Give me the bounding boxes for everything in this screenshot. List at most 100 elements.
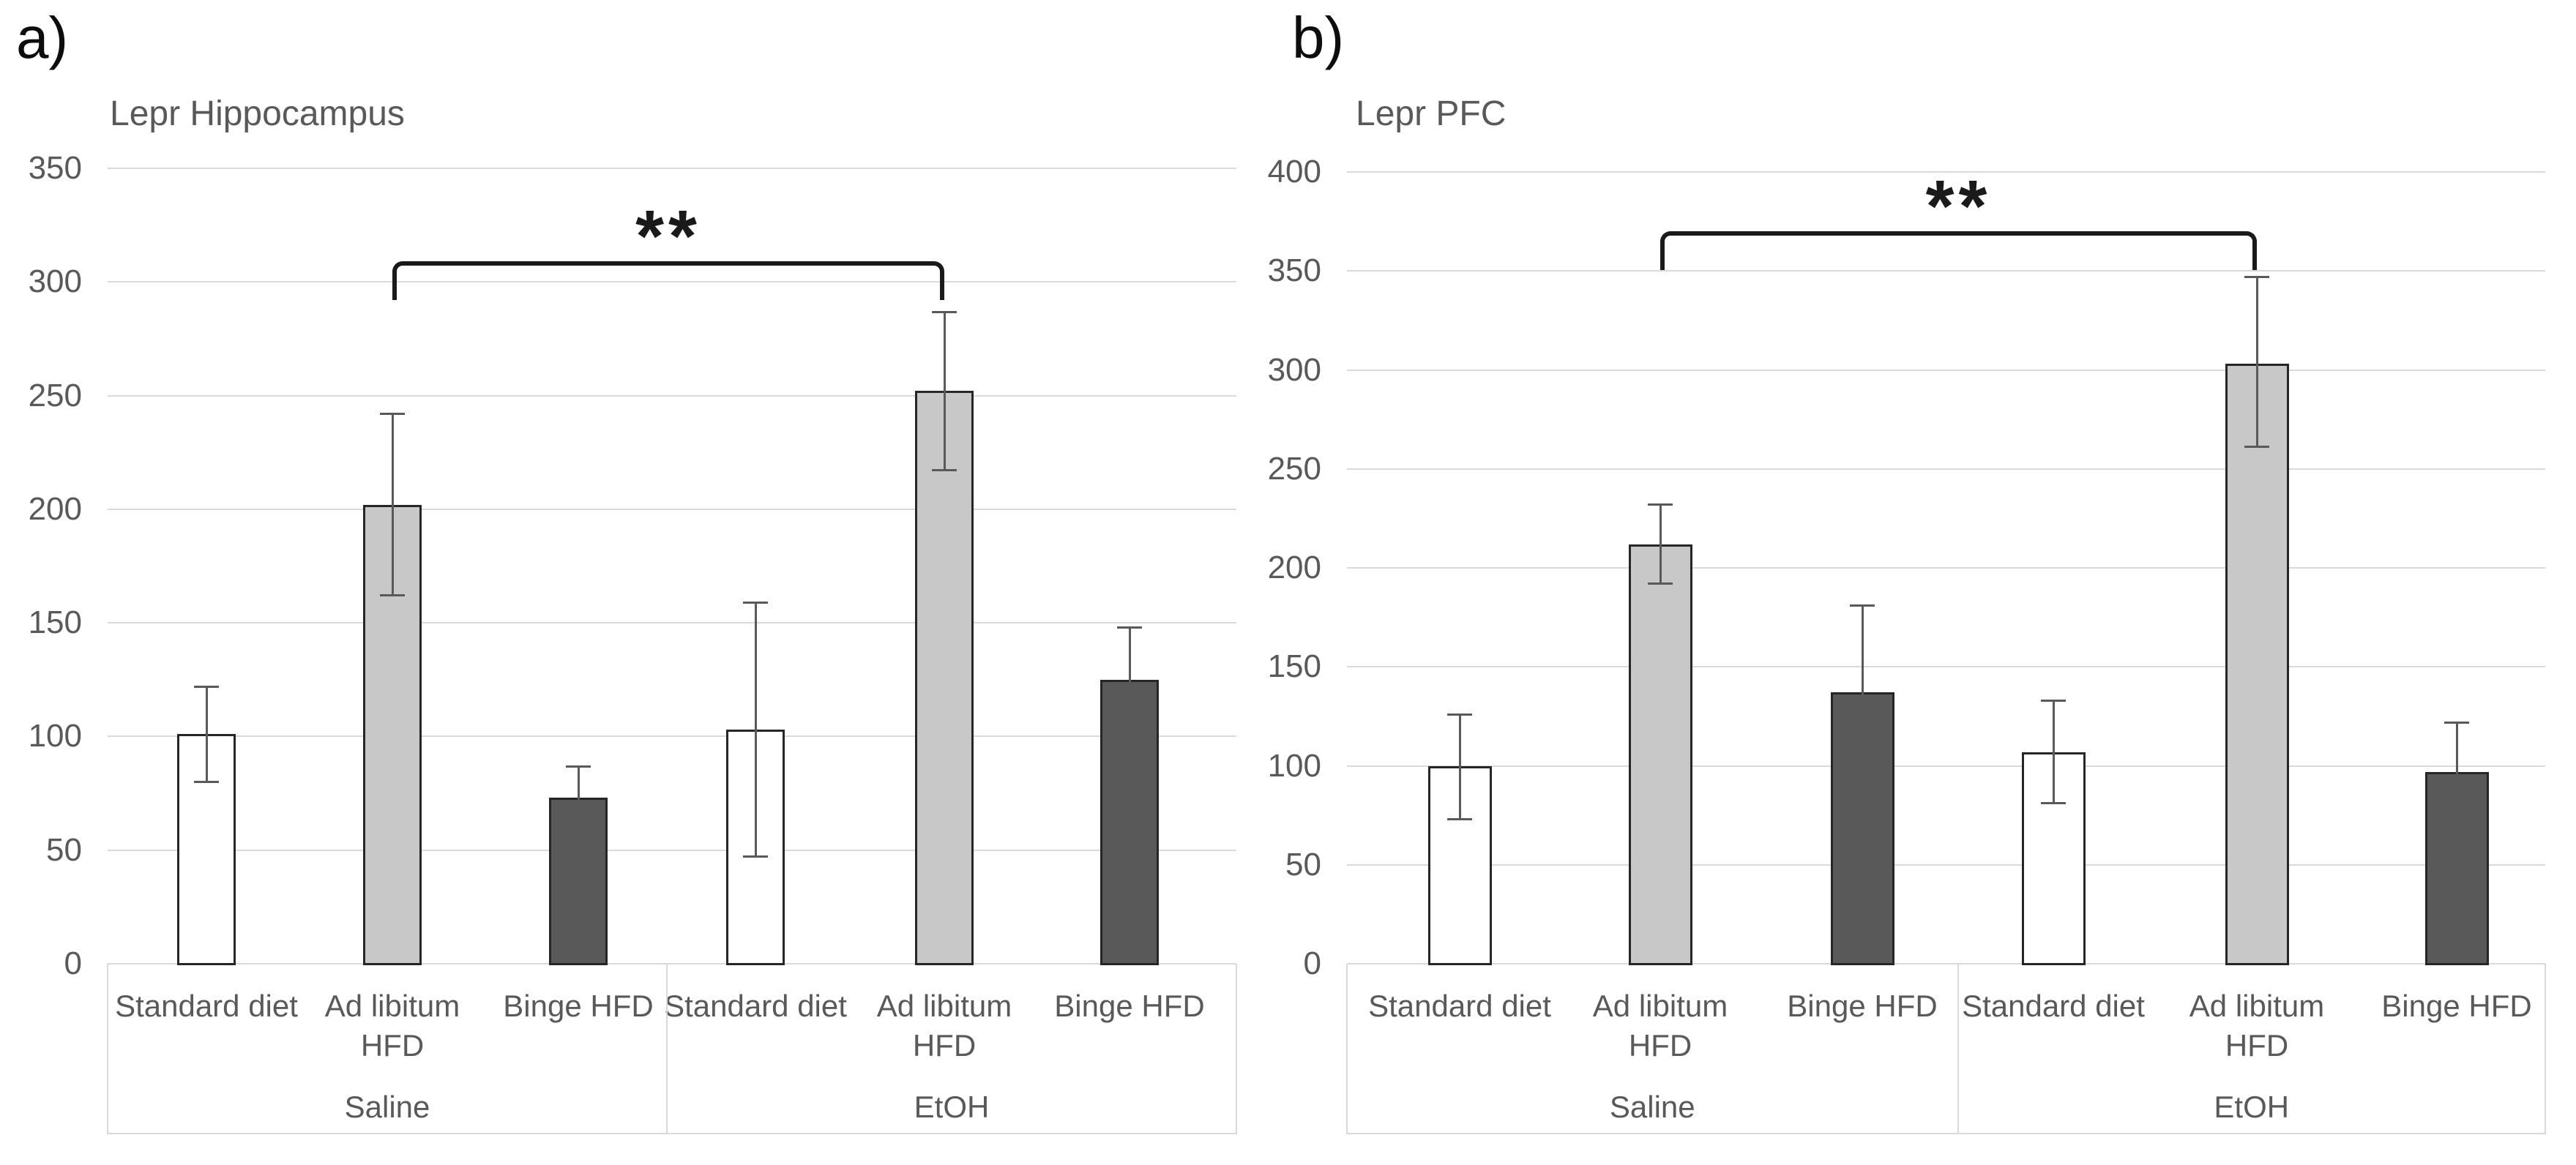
gridline [108,963,1236,964]
error-bar-cap-top [2444,721,2469,724]
y-tick-label: 100 [28,718,82,754]
gridline [1347,864,2545,866]
gridline [1347,666,2545,668]
category-label: Standard diet [664,989,847,1023]
y-tick-label: 300 [28,263,82,300]
gridline [108,508,1236,510]
y-tick-label: 350 [28,150,82,186]
group-label-saline: Saline [1609,1090,1695,1124]
significance-bracket [392,261,944,301]
y-tick-label: 350 [1267,252,1321,289]
error-bar-cap-bottom [194,780,219,783]
error-bar [1129,627,1131,733]
error-bar-cap-top [932,310,957,313]
error-bar-cap-bottom [1850,778,1875,781]
error-bar [206,686,208,782]
category-label: HFD [360,1028,425,1063]
bar-ad-libitum-hfd [2225,364,2289,965]
gridline [108,622,1236,624]
error-bar [1660,504,1662,584]
bar-binge-hfd [549,798,608,965]
category-label: Binge HFD [2381,989,2532,1023]
panel-label-a: a) [16,5,69,70]
chart-title-a: Lepr Hippocampus [110,94,405,133]
category-label: HFD [912,1028,977,1063]
error-bar-cap-bottom [743,855,768,858]
axis-divider [1236,964,1237,1134]
bar-standard-diet [2021,752,2086,965]
y-tick-label: 150 [1267,648,1321,685]
panel-label-b: b) [1292,5,1345,70]
category-label: Ad libitum [2189,989,2325,1023]
y-tick-label: 0 [64,945,82,981]
y-tick-label: 200 [1267,550,1321,585]
gridline [1347,765,2545,767]
y-tick-label: 150 [28,604,82,641]
error-bar-cap-top [1447,713,1472,716]
error-bar [1459,714,1461,820]
gridline [108,849,1236,851]
error-bar [944,311,946,471]
error-bar-cap-bottom [380,593,405,596]
error-bar-cap-bottom [1447,817,1472,820]
error-bar [2256,277,2258,447]
category-label: Binge HFD [503,989,654,1023]
error-bar-cap-bottom [932,469,957,472]
y-tick-label: 50 [46,831,82,868]
bar-ad-libitum-hfd [915,391,974,965]
error-bar [755,602,757,858]
group-label-etoh: EtOH [914,1090,990,1124]
error-bar-cap-bottom [2041,801,2066,804]
category-label: Standard diet [115,989,298,1023]
category-label: Ad libitum [324,989,460,1023]
category-label: Standard diet [1962,989,2145,1023]
gridline [108,281,1236,283]
error-bar-cap-top [1117,626,1142,629]
axis-divider [1346,964,1348,1134]
bar-ad-libitum-hfd [1628,544,1692,965]
error-bar-cap-bottom [2444,820,2469,823]
significance-stars: ** [635,195,701,278]
axis-divider [1957,964,1959,1134]
y-tick-label: 250 [28,377,82,413]
axis-bottom-border [1347,1133,2545,1134]
error-bar-cap-bottom [566,828,591,831]
error-bar-cap-top [1648,503,1673,506]
category-label: Ad libitum [876,989,1012,1023]
error-bar-cap-bottom [2244,445,2269,448]
y-tick-label: 100 [1267,747,1321,784]
y-tick-label: 0 [1303,945,1321,981]
category-label: Binge HFD [1787,989,1938,1023]
error-bar [392,413,394,596]
group-label-etoh: EtOH [2214,1090,2290,1124]
group-label-saline: Saline [344,1090,430,1124]
error-bar-cap-top [2041,700,2066,703]
y-tick-label: 200 [28,490,82,527]
gridline [1347,369,2545,371]
y-tick-label: 50 [1285,846,1321,883]
error-bar-cap-top [194,686,219,689]
error-bar-cap-top [743,602,768,604]
error-bar-cap-top [566,765,591,768]
axis-bottom-border [108,1133,1236,1134]
gridline [1347,468,2545,470]
chart-title-b: Lepr PFC [1356,94,1507,133]
gridline [108,168,1236,169]
error-bar-cap-top [380,413,405,416]
gridline [1347,270,2545,272]
axis-divider [666,964,668,1134]
error-bar [578,765,580,830]
gridline [108,394,1236,397]
error-bar [2456,722,2458,822]
y-tick-label: 300 [1267,351,1321,388]
gridline [108,735,1236,738]
error-bar-cap-bottom [1648,582,1673,585]
category-label: Standard diet [1368,989,1551,1023]
significance-bracket [1660,231,2257,271]
y-tick-label: 250 [1267,450,1321,487]
error-bar [1862,605,1864,780]
category-label: Ad libitum [1592,989,1728,1023]
